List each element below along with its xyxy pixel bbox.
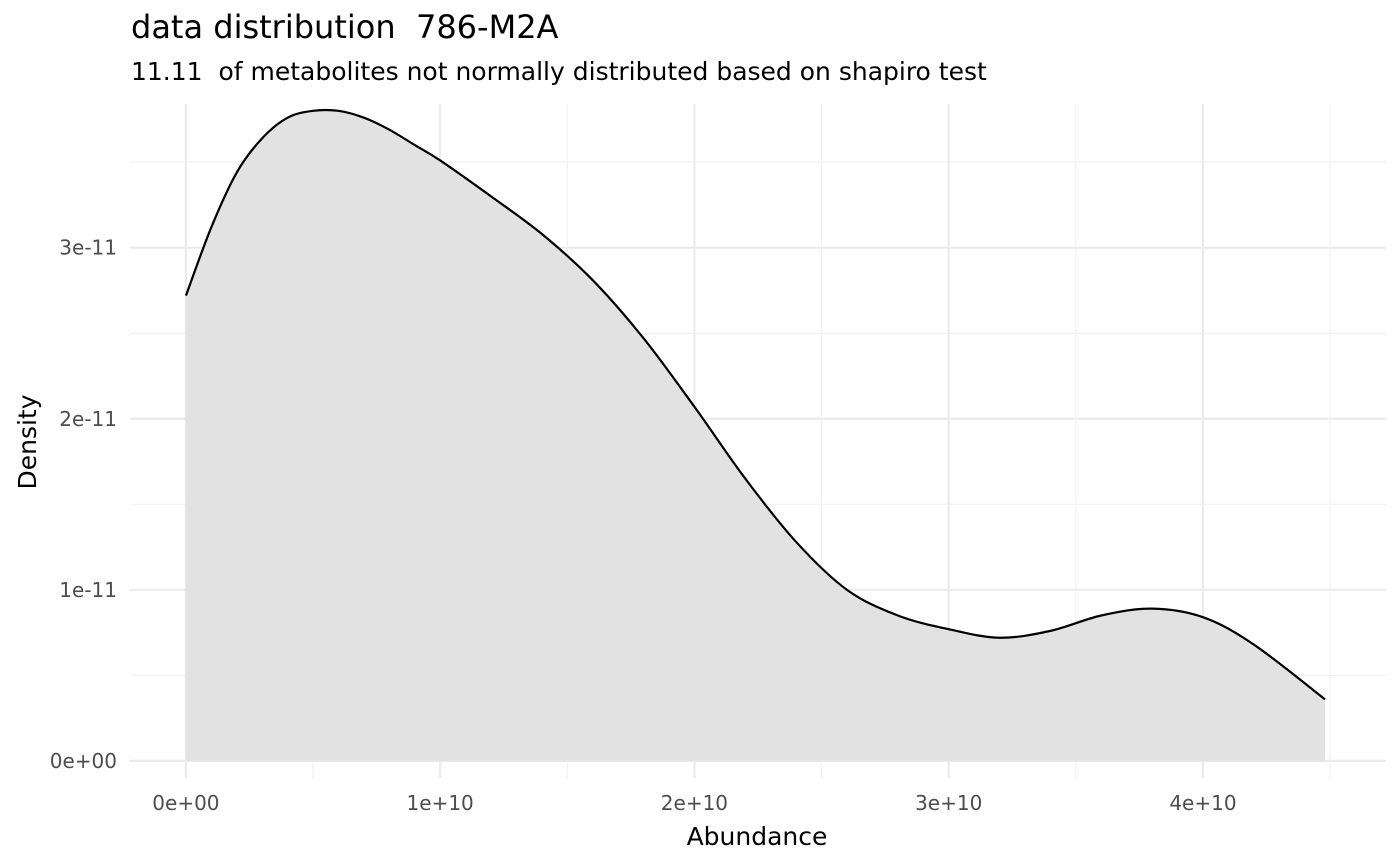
- x-tick-label: 1e+10: [407, 791, 474, 815]
- x-tick-label: 3e+10: [915, 791, 982, 815]
- x-tick-label: 0e+00: [152, 791, 219, 815]
- x-tick-label: 2e+10: [661, 791, 728, 815]
- y-axis-title: Density: [13, 394, 42, 489]
- x-tick-label: 4e+10: [1169, 791, 1236, 815]
- y-tick-label: 3e-11: [59, 236, 117, 260]
- y-axis-ticks: 0e+00 1e-11 2e-11 3e-11: [50, 236, 117, 773]
- chart-subtitle: 11.11 of metabolites not normally distri…: [131, 57, 987, 86]
- density-line: [184, 108, 1326, 701]
- x-axis-ticks: 0e+00 1e+10 2e+10 3e+10 4e+10: [152, 791, 1236, 815]
- density-area: [185, 109, 1325, 761]
- x-axis-title: Abundance: [687, 822, 828, 851]
- chart-title: data distribution 786-M2A: [131, 8, 559, 46]
- y-tick-label: 0e+00: [50, 749, 117, 773]
- y-tick-label: 1e-11: [59, 578, 117, 602]
- y-tick-label: 2e-11: [59, 407, 117, 431]
